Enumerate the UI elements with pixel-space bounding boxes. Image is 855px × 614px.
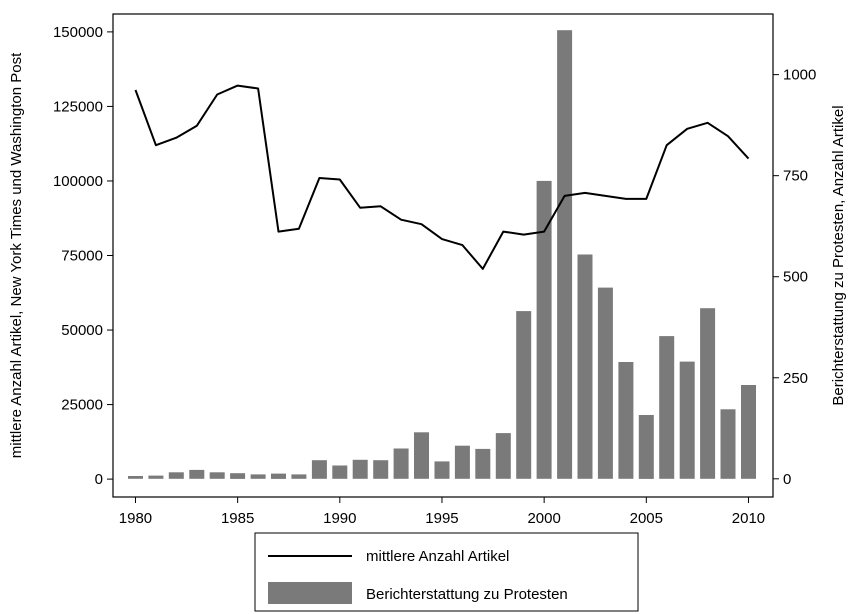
bar-2008 (700, 308, 716, 479)
y-left-tick-label-150000: 150000 (53, 24, 103, 41)
y-right-tick-label-750: 750 (783, 168, 808, 185)
bar-1986 (250, 474, 266, 479)
bar-1984 (209, 472, 225, 479)
bar-2004 (618, 362, 634, 479)
x-tick-label-2000: 2000 (527, 510, 560, 527)
bar-1982 (168, 472, 184, 479)
bar-1998 (495, 433, 511, 479)
bar-1989 (311, 460, 327, 479)
bar-2001 (557, 30, 573, 479)
x-tick-label-1980: 1980 (119, 510, 152, 527)
y-right-tick-label-1000: 1000 (783, 67, 816, 84)
bar-1999 (516, 311, 532, 479)
bar-1988 (291, 474, 307, 479)
bar-2005 (638, 415, 654, 479)
y-axis-left-title: mittlere Anzahl Artikel, New York Times … (8, 52, 25, 458)
bar-1991 (352, 459, 368, 479)
bar-1992 (373, 460, 389, 479)
legend-label-line: mittlere Anzahl Artikel (366, 548, 509, 565)
bar-1996 (454, 445, 470, 479)
bar-1980 (128, 476, 143, 479)
bar-1985 (230, 473, 246, 479)
bar-1995 (434, 461, 450, 479)
y-left-tick-label-25000: 25000 (61, 397, 103, 414)
y-left-tick-label-50000: 50000 (61, 322, 103, 339)
bar-1981 (148, 475, 164, 479)
bar-2010 (741, 385, 756, 479)
x-tick-label-1990: 1990 (323, 510, 356, 527)
x-tick-label-1995: 1995 (425, 510, 458, 527)
legend-label-bar: Berichterstattung zu Protesten (366, 586, 568, 603)
legend-bar-swatch (268, 582, 352, 604)
y-left-tick-label-100000: 100000 (53, 173, 103, 190)
y-left-tick-label-125000: 125000 (53, 98, 103, 115)
bar-2007 (679, 361, 695, 479)
bar-1990 (332, 465, 348, 479)
bar-1994 (414, 432, 429, 479)
y-left-tick-label-0: 0 (95, 471, 103, 488)
bar-1997 (475, 448, 491, 479)
bar-2006 (659, 336, 675, 479)
line-layer (134, 84, 750, 270)
bar-1987 (271, 473, 286, 479)
bar-1993 (393, 448, 409, 479)
legend: mittlere Anzahl Artikel Berichterstattun… (254, 532, 639, 612)
bar-2000 (536, 180, 552, 479)
bar-2002 (577, 254, 593, 479)
axes-layer: 1980 1985 1990 1995 2000 2005 2010 0 25000 50000 7… (53, 24, 816, 527)
bars-layer (128, 30, 756, 479)
bar-1983 (189, 469, 205, 479)
y-right-tick-label-0: 0 (783, 471, 791, 488)
y-right-tick-label-500: 500 (783, 269, 808, 286)
y-right-tick-label-250: 250 (783, 370, 808, 387)
x-tick-label-2005: 2005 (630, 510, 663, 527)
bar-2003 (597, 287, 613, 479)
line-series-mittlere-anzahl (134, 84, 750, 270)
x-tick-label-1985: 1985 (221, 510, 254, 527)
y-axis-right-title: Berichterstattung zu Protesten, Anzahl A… (830, 105, 847, 405)
bar-2009 (720, 409, 736, 479)
y-left-tick-label-75000: 75000 (61, 248, 103, 265)
x-tick-label-2010: 2010 (732, 510, 765, 527)
